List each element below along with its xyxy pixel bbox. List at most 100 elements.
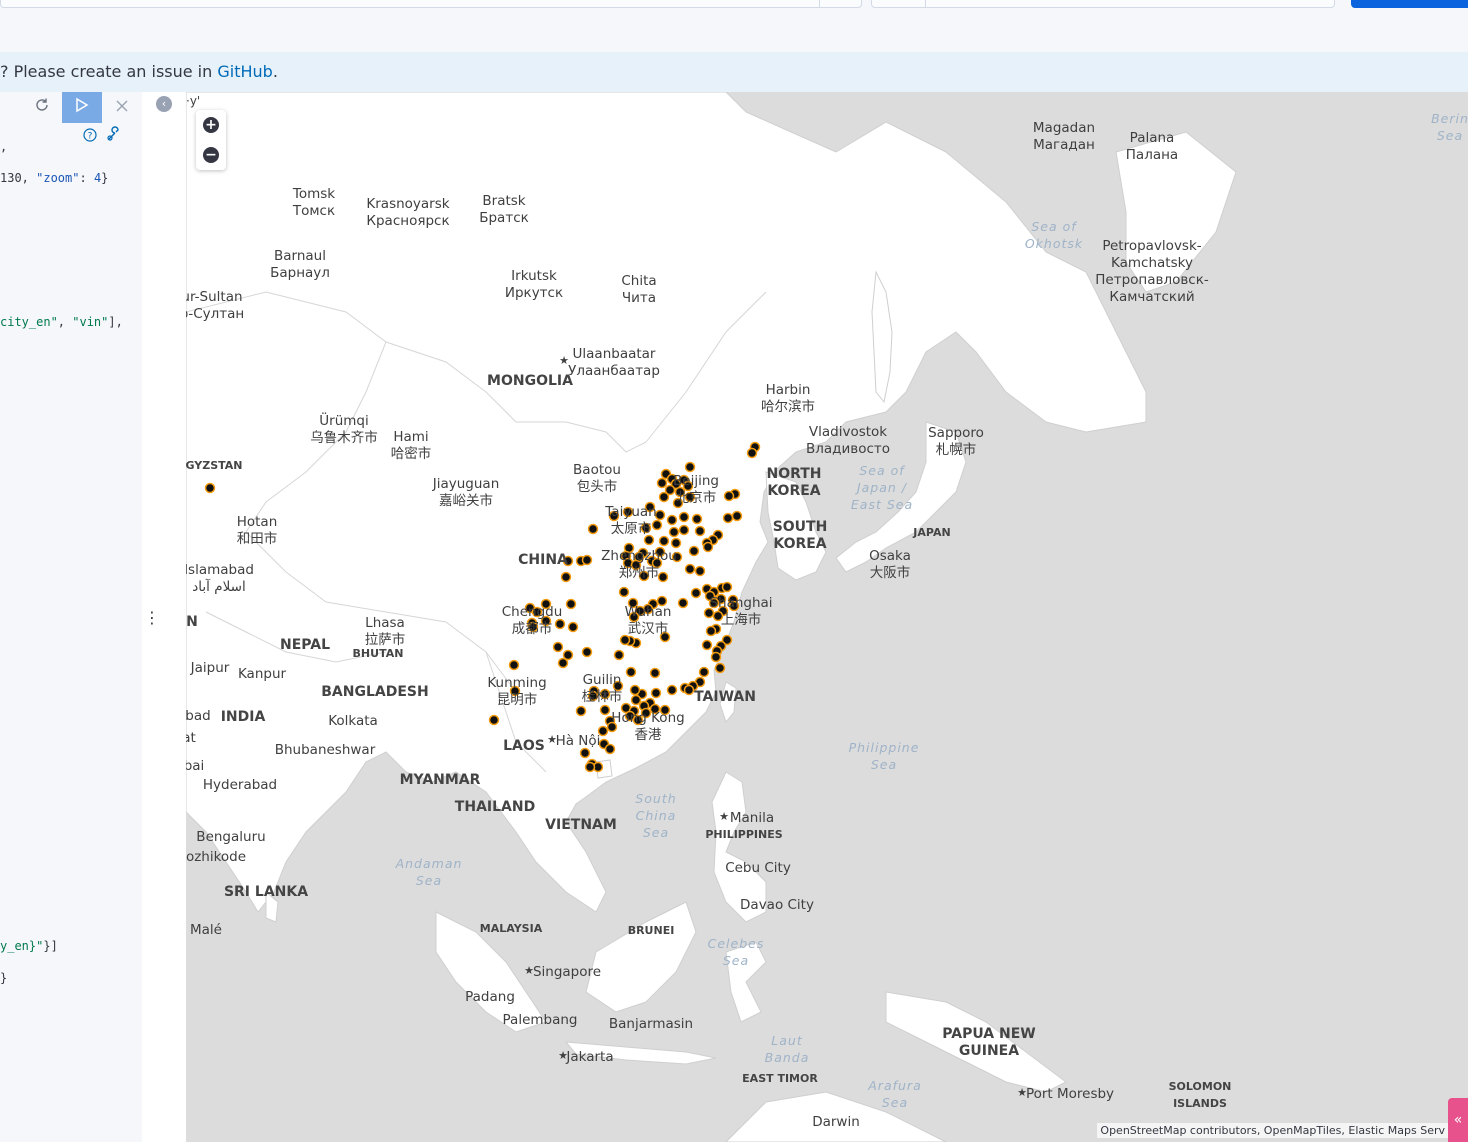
- zoom-out-button[interactable]: −: [203, 147, 219, 163]
- data-point[interactable]: [628, 611, 640, 623]
- data-point[interactable]: [659, 704, 671, 716]
- data-point[interactable]: [597, 725, 609, 737]
- resize-handle[interactable]: ⋮: [144, 608, 160, 627]
- help-icon[interactable]: ?: [83, 127, 97, 147]
- wrench-icon[interactable]: [106, 126, 122, 147]
- data-point[interactable]: [674, 486, 686, 498]
- data-point[interactable]: [658, 491, 670, 503]
- data-point[interactable]: [630, 694, 642, 706]
- data-point[interactable]: [634, 605, 646, 617]
- data-point[interactable]: [722, 512, 734, 524]
- data-point[interactable]: [587, 690, 599, 702]
- data-point[interactable]: [708, 597, 720, 609]
- data-point[interactable]: [627, 597, 639, 609]
- data-point[interactable]: [659, 631, 671, 643]
- refresh-icon[interactable]: [34, 97, 50, 118]
- data-point[interactable]: [684, 563, 696, 575]
- data-point[interactable]: [584, 761, 596, 773]
- data-point[interactable]: [567, 621, 579, 633]
- data-point[interactable]: [630, 559, 642, 571]
- data-point[interactable]: [666, 684, 678, 696]
- data-point[interactable]: [581, 554, 593, 566]
- query-input[interactable]: [0, 0, 862, 8]
- data-point[interactable]: [698, 666, 710, 678]
- data-point[interactable]: [624, 710, 636, 722]
- data-point[interactable]: [649, 703, 661, 715]
- data-point[interactable]: [552, 641, 564, 653]
- data-point[interactable]: [714, 662, 726, 674]
- data-point[interactable]: [604, 743, 616, 755]
- data-point[interactable]: [608, 510, 620, 522]
- data-point[interactable]: [712, 610, 724, 622]
- data-point[interactable]: [599, 688, 611, 700]
- data-point[interactable]: [606, 721, 618, 733]
- data-point[interactable]: [710, 651, 722, 663]
- data-point[interactable]: [658, 535, 670, 547]
- data-point[interactable]: [671, 551, 683, 563]
- data-point[interactable]: [683, 684, 695, 696]
- data-point[interactable]: [640, 707, 652, 719]
- data-point[interactable]: [557, 657, 569, 669]
- data-point[interactable]: [746, 447, 758, 459]
- data-point[interactable]: [632, 714, 644, 726]
- data-point[interactable]: [625, 666, 637, 678]
- data-point[interactable]: [638, 570, 650, 582]
- data-point[interactable]: [540, 598, 552, 610]
- data-point[interactable]: [565, 598, 577, 610]
- github-link[interactable]: GitHub: [217, 62, 273, 81]
- data-point[interactable]: [651, 519, 663, 531]
- data-point[interactable]: [618, 586, 630, 598]
- data-point[interactable]: [654, 509, 666, 521]
- data-point[interactable]: [656, 477, 668, 489]
- data-point[interactable]: [723, 490, 735, 502]
- data-point[interactable]: [691, 513, 703, 525]
- data-point[interactable]: [705, 625, 717, 637]
- data-point[interactable]: [508, 659, 520, 671]
- data-point[interactable]: [643, 534, 655, 546]
- data-point[interactable]: [540, 615, 552, 627]
- data-point[interactable]: [654, 546, 666, 558]
- data-point[interactable]: [656, 595, 668, 607]
- data-point[interactable]: [678, 511, 690, 523]
- data-point[interactable]: [612, 680, 624, 692]
- data-point[interactable]: [678, 524, 690, 536]
- map-view[interactable]: ·y' Magadan Магадан Palana Палана Berin Se…: [186, 92, 1468, 1142]
- data-point[interactable]: [629, 684, 641, 696]
- expand-tab[interactable]: «: [1448, 1098, 1468, 1142]
- data-point[interactable]: [668, 526, 680, 538]
- data-point[interactable]: [562, 555, 574, 567]
- code-line-4[interactable]: y_en}"}]: [0, 939, 58, 953]
- data-point[interactable]: [575, 705, 587, 717]
- data-point[interactable]: [579, 747, 591, 759]
- data-point[interactable]: [204, 482, 216, 494]
- data-point[interactable]: [657, 571, 669, 583]
- data-point[interactable]: [581, 646, 593, 658]
- data-point[interactable]: [684, 491, 696, 503]
- data-point[interactable]: [672, 497, 684, 509]
- data-point[interactable]: [527, 621, 539, 633]
- code-line-1[interactable]: ,: [0, 140, 8, 154]
- data-point[interactable]: [560, 571, 572, 583]
- data-point[interactable]: [644, 501, 656, 513]
- data-point[interactable]: [640, 522, 652, 534]
- data-point[interactable]: [690, 587, 702, 599]
- data-point[interactable]: [694, 565, 706, 577]
- run-button[interactable]: [62, 92, 102, 123]
- data-point[interactable]: [677, 597, 689, 609]
- data-point[interactable]: [649, 667, 661, 679]
- data-point[interactable]: [721, 581, 733, 593]
- data-point[interactable]: [531, 606, 543, 618]
- code-line-2[interactable]: 130, "zoom": 4}: [0, 171, 109, 185]
- data-point[interactable]: [703, 607, 715, 619]
- close-icon[interactable]: [115, 98, 129, 118]
- data-point[interactable]: [562, 649, 574, 661]
- data-point[interactable]: [728, 600, 740, 612]
- data-point[interactable]: [694, 525, 706, 537]
- data-point[interactable]: [651, 557, 663, 569]
- data-point[interactable]: [488, 714, 500, 726]
- data-point[interactable]: [622, 506, 634, 518]
- data-point[interactable]: [650, 687, 662, 699]
- data-point[interactable]: [731, 510, 743, 522]
- data-point[interactable]: [682, 480, 694, 492]
- data-point[interactable]: [664, 484, 676, 496]
